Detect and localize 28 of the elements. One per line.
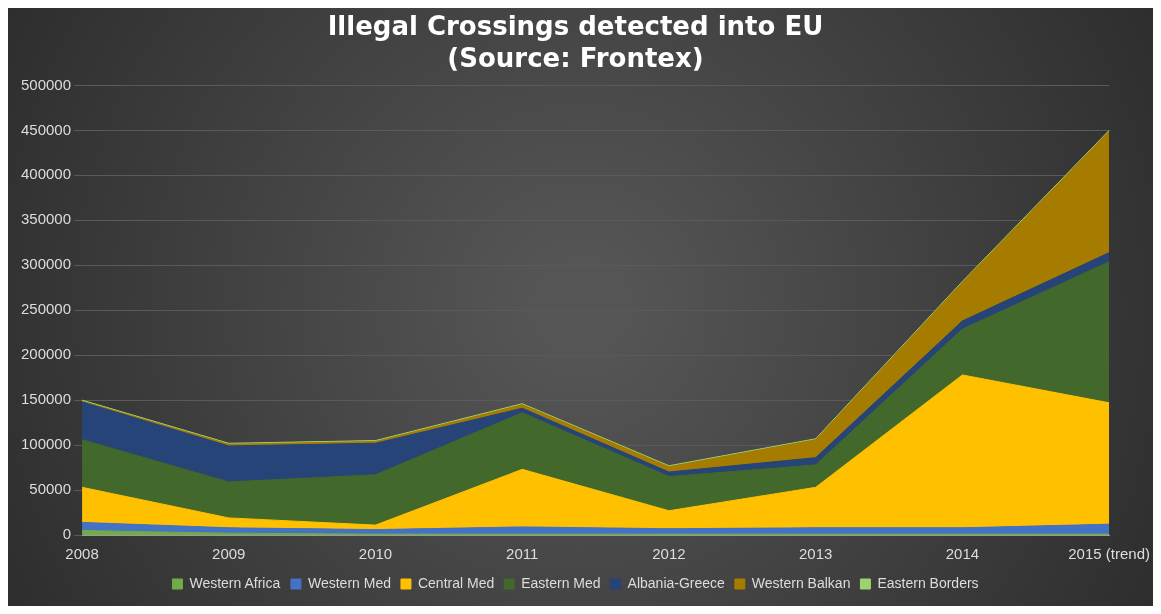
y-tick-label: 400000	[20, 165, 72, 183]
y-tick-label: 500000	[20, 75, 72, 93]
x-tick-label: 2011	[506, 545, 539, 563]
legend-label: Albania-Greece	[627, 574, 726, 591]
y-tick-label: 250000	[20, 300, 72, 318]
legend-label: Central Med	[417, 574, 495, 591]
text: (Source: Frontex)	[447, 42, 704, 73]
legend-label: Eastern Borders	[877, 574, 979, 591]
legend-label: Eastern Med	[521, 574, 601, 591]
x-tick-label: 2008	[65, 545, 99, 563]
legend-label: Western Africa	[189, 574, 281, 591]
x-tick-label: 2010	[358, 545, 393, 563]
y-tick-label: 300000	[20, 255, 72, 273]
y-tick-label: 350000	[20, 210, 72, 228]
y-tick-label: 450000	[20, 120, 72, 138]
y-tick-label: 150000	[20, 390, 72, 408]
text: Illegal Crossings detected into EU	[327, 11, 824, 42]
legend-label: Western Med	[307, 574, 391, 591]
x-tick-label: 2015 (trend)	[1068, 545, 1150, 563]
legend-label: Western Balkan	[751, 574, 851, 591]
y-tick-label: 50000	[29, 480, 72, 498]
y-tick-label: 200000	[20, 345, 72, 363]
y-tick-label: 0	[62, 525, 72, 543]
x-tick-label: 2014	[945, 545, 980, 563]
x-tick-label: 2009	[212, 545, 246, 563]
x-tick-label: 2013	[799, 545, 833, 563]
x-tick-label: 2012	[652, 545, 686, 563]
y-tick-label: 100000	[20, 435, 72, 453]
